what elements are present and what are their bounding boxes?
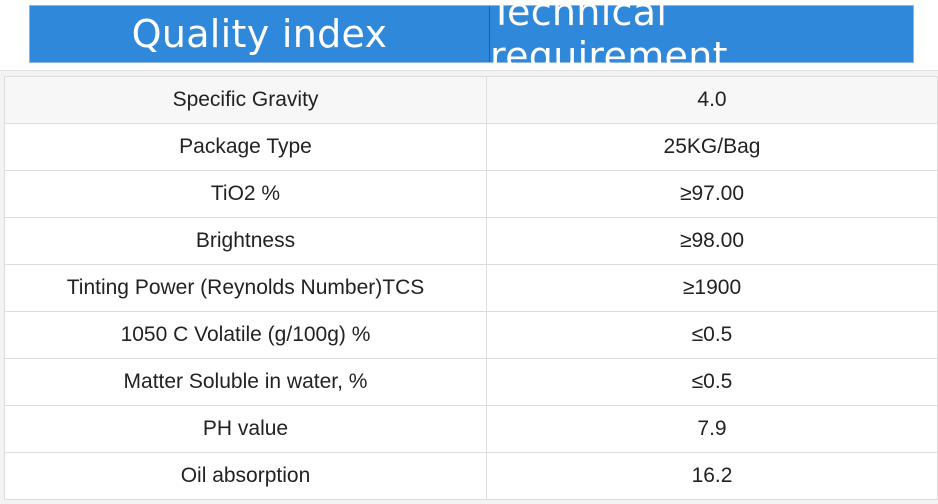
- quality-index-cell: Brightness: [4, 217, 487, 265]
- spec-table: Specific Gravity 4.0 Package Type 25KG/B…: [4, 76, 938, 500]
- requirement-cell: 16.2: [486, 452, 938, 500]
- table-row: Brightness ≥98.00: [4, 217, 938, 265]
- table-row: TiO2 % ≥97.00: [4, 170, 938, 218]
- quality-index-cell: PH value: [4, 405, 487, 453]
- table-row: Specific Gravity 4.0: [4, 76, 938, 124]
- requirement-cell: 25KG/Bag: [486, 123, 938, 171]
- header-quality-index: Quality index: [30, 6, 490, 62]
- quality-index-cell: Package Type: [4, 123, 487, 171]
- table-row: Tinting Power (Reynolds Number)TCS ≥1900: [4, 264, 938, 312]
- quality-index-cell: 1050 C Volatile (g/100g) %: [4, 311, 487, 359]
- requirement-cell: ≤0.5: [486, 311, 938, 359]
- table-row: Oil absorption 16.2: [4, 452, 938, 500]
- quality-index-cell: TiO2 %: [4, 170, 487, 218]
- table-row: Matter Soluble in water, % ≤0.5: [4, 358, 938, 406]
- table-row: Package Type 25KG/Bag: [4, 123, 938, 171]
- table-row: 1050 C Volatile (g/100g) % ≤0.5: [4, 311, 938, 359]
- requirement-cell: 7.9: [486, 405, 938, 453]
- quality-index-cell: Tinting Power (Reynolds Number)TCS: [4, 264, 487, 312]
- requirement-cell: ≤0.5: [486, 358, 938, 406]
- quality-index-cell: Oil absorption: [4, 452, 487, 500]
- table-header: Quality index Technical requirement: [29, 0, 914, 78]
- requirement-cell: ≥1900: [486, 264, 938, 312]
- quality-index-cell: Specific Gravity: [4, 76, 487, 124]
- quality-index-cell: Matter Soluble in water, %: [4, 358, 487, 406]
- requirement-cell: 4.0: [486, 76, 938, 124]
- requirement-cell: ≥97.00: [486, 170, 938, 218]
- requirement-cell: ≥98.00: [486, 217, 938, 265]
- table-row: PH value 7.9: [4, 405, 938, 453]
- header-technical-requirement: Technical requirement: [490, 0, 728, 78]
